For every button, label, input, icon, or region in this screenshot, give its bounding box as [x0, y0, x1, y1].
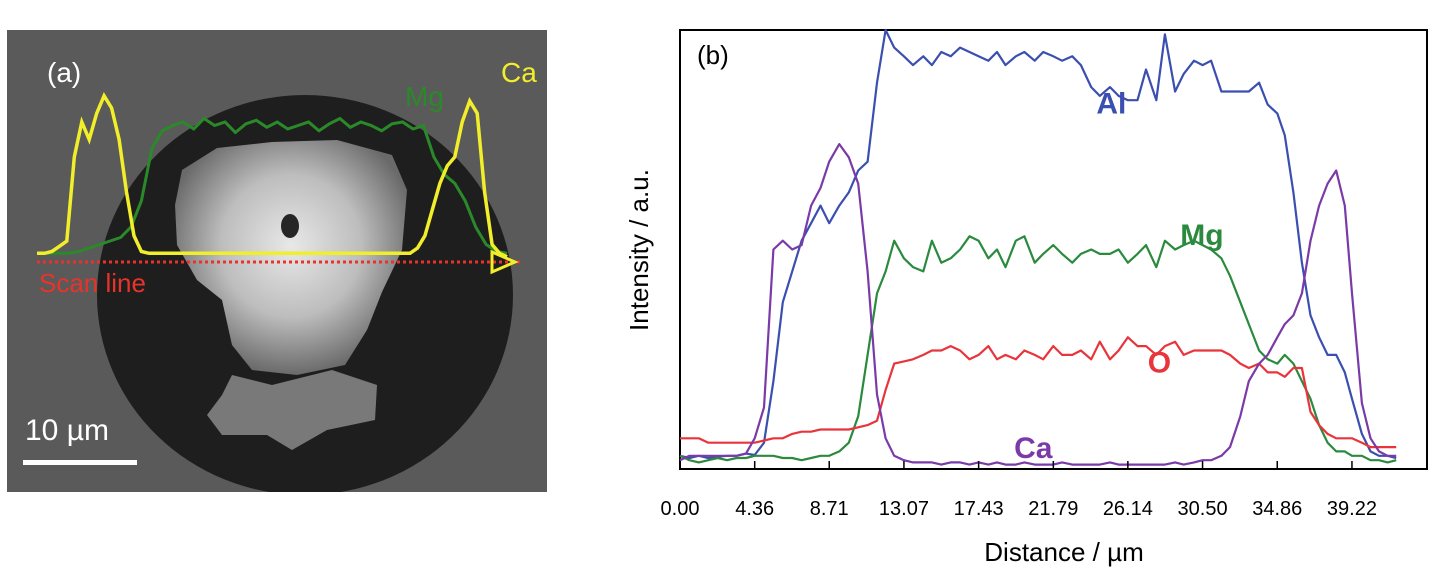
sem-micrograph-panel: (a) Mg Ca Scan line 10 µm	[7, 30, 547, 492]
scale-bar-label: 10 µm	[25, 414, 109, 447]
x-tick-label: 13.07	[879, 498, 929, 520]
inclusion-grain	[175, 140, 407, 375]
scale-bar	[23, 460, 137, 465]
scan-line-label: Scan line	[39, 268, 146, 298]
x-tick-label: 21.79	[1028, 498, 1078, 520]
x-tick-label: 26.14	[1103, 498, 1153, 520]
x-tick-label: 4.36	[735, 498, 774, 520]
x-tick-label: 39.22	[1327, 498, 1377, 520]
series-label-ca: Ca	[1014, 432, 1053, 465]
x-axis-label: Distance / µm	[984, 537, 1143, 567]
x-tick-label: 0.00	[661, 498, 700, 520]
series-line-o	[680, 336, 1397, 449]
line-scan-chart: 0.00 4.36 8.71 13.07 17.43 21.79 26.14 30.50 34.…	[624, 28, 1428, 567]
plot-frame	[679, 29, 1428, 470]
x-tick-label: 17.43	[954, 498, 1004, 520]
series-line-mg	[679, 235, 1397, 464]
ca-label: Ca	[501, 57, 537, 88]
y-axis-label: Intensity / a.u.	[624, 169, 654, 331]
x-ticks: 0.00 4.36 8.71 13.07 17.43 21.79 26.14 30.50 34.…	[661, 461, 1377, 520]
series-line-ca	[679, 143, 1397, 466]
panel-a-label: (a)	[47, 57, 81, 88]
series-label-al: Al	[1096, 87, 1126, 120]
ca-profile-line	[37, 91, 508, 259]
scan-line-arrow-head	[490, 249, 519, 275]
series-label-mg: Mg	[1180, 219, 1223, 252]
inclusion-core	[281, 214, 299, 238]
mg-profile-line	[37, 116, 508, 255]
x-tick-label: 30.50	[1178, 498, 1228, 520]
x-tick-label: 8.71	[810, 498, 849, 520]
annotation-layer: Al Mg O Ca	[1014, 87, 1224, 465]
x-tick-label: 34.86	[1252, 498, 1302, 520]
series-label-o: O	[1148, 346, 1171, 379]
inclusion-grain-lower	[207, 370, 377, 450]
mg-label: Mg	[405, 81, 444, 112]
series-layer	[679, 28, 1397, 466]
panel-b-label: (b)	[697, 40, 729, 70]
